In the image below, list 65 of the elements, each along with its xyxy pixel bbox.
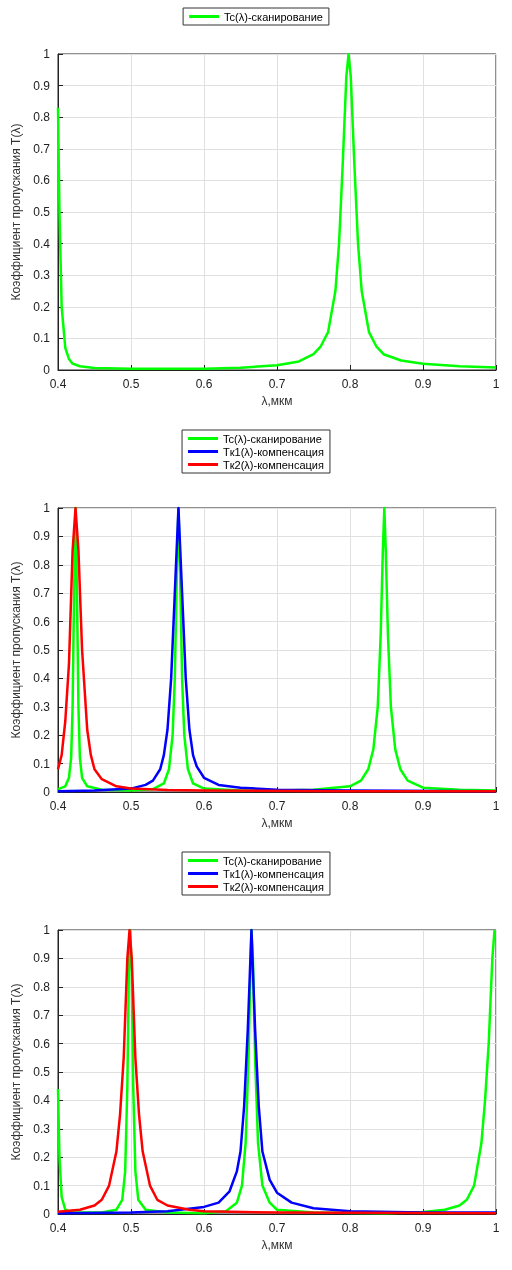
legend-label: Tc(λ)-сканирование	[223, 432, 322, 445]
x-tick-label: 0.6	[195, 377, 213, 391]
x-tick-label: 0.6	[195, 799, 213, 813]
x-tick-label: 0.8	[341, 1221, 359, 1235]
y-tick-label: 0	[43, 1207, 51, 1221]
x-tick-label: 0.9	[414, 799, 432, 813]
y-tick-label: 0.4	[33, 1093, 51, 1108]
legend-label: Tc(λ)-сканирование	[224, 10, 323, 23]
y-tick-label: 0.7	[33, 1008, 51, 1023]
y-tick-label: 0.2	[33, 299, 51, 314]
y-tick-label: 0.7	[33, 586, 51, 601]
y-tick-label: 0.9	[33, 951, 51, 966]
y-tick-label: 0	[43, 785, 51, 799]
y-axis-title: Коэффициент пропускания T(λ)	[9, 983, 23, 1161]
x-tick-label: 1	[492, 377, 500, 391]
x-tick-label: 0.7	[268, 799, 286, 813]
y-tick-label: 0.8	[33, 979, 51, 994]
y-tick-label: 0.1	[33, 331, 51, 346]
x-axis-title: λ,мкм	[261, 815, 293, 830]
y-tick-label: 1	[43, 923, 51, 937]
y-tick-label: 1	[43, 501, 51, 515]
y-tick-label: 0.1	[33, 1178, 51, 1193]
x-tick-label: 0.6	[195, 1221, 213, 1235]
y-tick-label: 0.6	[33, 173, 51, 188]
y-tick-label: 0.6	[33, 1036, 51, 1051]
y-tick-label: 0.3	[33, 699, 51, 714]
x-tick-label: 0.9	[414, 377, 432, 391]
y-tick-label: 1	[43, 47, 51, 61]
y-tick-label: 0.5	[33, 1065, 51, 1079]
y-tick-label: 0.1	[33, 756, 51, 771]
y-axis-title: Коэффициент пропускания T(λ)	[9, 561, 23, 739]
x-tick-label: 0.5	[122, 1221, 140, 1235]
y-axis-title: Коэффициент пропускания T(λ)	[9, 123, 23, 301]
line-series	[56, 52, 498, 370]
y-tick-label: 0.3	[33, 268, 51, 283]
legend-label: Tк1(λ)-компенсация	[223, 445, 324, 458]
x-tick-label: 0.5	[122, 377, 140, 391]
y-tick-label: 0.9	[33, 529, 51, 544]
y-tick-label: 0.5	[33, 205, 51, 219]
x-axis-title: λ,мкм	[261, 393, 293, 408]
y-tick-label: 0.4	[33, 236, 51, 251]
y-tick-label: 0.6	[33, 614, 51, 629]
y-tick-label: 0.8	[33, 557, 51, 572]
x-tick-label: 1	[492, 1221, 500, 1235]
y-tick-label: 0.9	[33, 78, 51, 93]
y-tick-label: 0.8	[33, 110, 51, 125]
x-tick-label: 0.7	[268, 1221, 286, 1235]
legend-label: Tк2(λ)-компенсация	[223, 880, 324, 893]
y-tick-label: 0.2	[33, 1150, 51, 1165]
x-tick-label: 0.8	[341, 799, 359, 813]
legend-label: Tк2(λ)-компенсация	[223, 458, 324, 471]
y-tick-label: 0.3	[33, 1121, 51, 1136]
x-tick-label: 0.8	[341, 377, 359, 391]
y-tick-label: 0.7	[33, 141, 51, 156]
legend-label: Tк1(λ)-компенсация	[223, 867, 324, 880]
x-tick-label: 0.5	[122, 799, 140, 813]
legend-label: Tc(λ)-сканирование	[223, 854, 322, 867]
x-tick-label: 1	[492, 799, 500, 813]
y-tick-label: 0.4	[33, 671, 51, 686]
x-tick-label: 0.9	[414, 1221, 432, 1235]
y-tick-label: 0	[43, 363, 51, 377]
x-tick-label: 0.7	[268, 377, 286, 391]
x-axis-title: λ,мкм	[261, 1237, 293, 1252]
y-tick-label: 0.5	[33, 643, 51, 657]
y-tick-label: 0.2	[33, 728, 51, 743]
